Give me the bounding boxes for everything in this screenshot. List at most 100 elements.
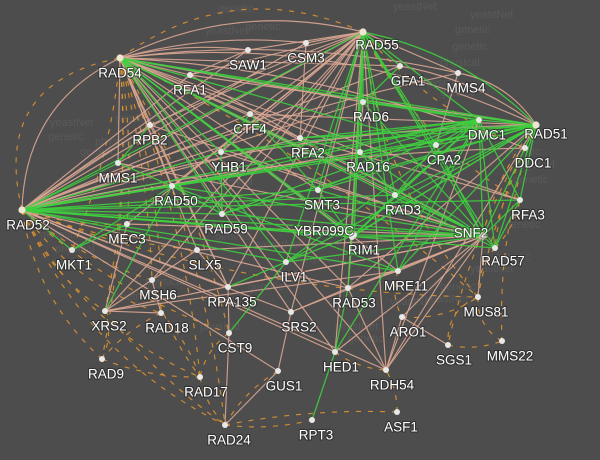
edge-coexpression <box>435 119 480 146</box>
edge-physical <box>221 31 364 215</box>
graph-node-ctf4[interactable] <box>247 111 253 117</box>
edge-physical <box>21 113 251 211</box>
edge-coexpression <box>119 57 287 263</box>
graph-node-rad57[interactable] <box>492 245 498 251</box>
graph-node-mms1[interactable] <box>115 160 121 166</box>
graph-node-rad6[interactable] <box>360 99 366 105</box>
graph-node-hed1[interactable] <box>332 349 338 355</box>
edge-coexpression <box>359 151 484 237</box>
edge-coexpression <box>311 351 336 421</box>
graph-node-rad18[interactable] <box>158 310 164 316</box>
edge-physical <box>104 31 364 312</box>
graph-node-saw1[interactable] <box>245 47 251 53</box>
graph-node-label-rad59: RAD59 <box>204 222 248 237</box>
edge-physical <box>224 370 279 426</box>
graph-node-label-csm3: CSM3 <box>287 51 325 66</box>
graph-node-snf2[interactable] <box>479 232 487 240</box>
graph-node-ddc1[interactable] <box>522 145 528 151</box>
graph-node-cst9[interactable] <box>226 330 232 336</box>
graph-node-rad16[interactable] <box>357 149 363 155</box>
edge-coexpression <box>353 31 364 236</box>
graph-node-label-xrs2: XRS2 <box>91 319 126 334</box>
graph-node-rad50[interactable] <box>169 183 175 189</box>
node-layer[interactable] <box>18 28 540 428</box>
edge-genetic <box>160 312 201 378</box>
edge-genetic <box>21 209 162 314</box>
graph-node-rad17[interactable] <box>197 374 203 380</box>
graph-node-label-ybr099c: YBR099C <box>294 224 354 239</box>
graph-node-sgs1[interactable] <box>445 342 451 348</box>
graph-node-mms22[interactable] <box>499 338 505 344</box>
graph-node-dmc1[interactable] <box>476 117 482 123</box>
watermark-text: genetic <box>348 333 384 345</box>
graph-node-rad9[interactable] <box>99 356 105 362</box>
graph-node-mms4[interactable] <box>455 70 461 76</box>
edge-layer <box>15 8 537 428</box>
graph-node-srs2[interactable] <box>288 309 294 315</box>
graph-node-label-rad3: RAD3 <box>385 203 421 218</box>
graph-node-asf1[interactable] <box>394 409 400 415</box>
graph-node-rim1[interactable] <box>349 234 355 240</box>
graph-node-rad3[interactable] <box>392 192 398 198</box>
graph-node-rad53[interactable] <box>345 285 351 291</box>
graph-node-mus81[interactable] <box>475 294 481 300</box>
graph-node-rpb2[interactable] <box>147 122 153 128</box>
graph-node-aro1[interactable] <box>399 314 405 320</box>
graph-node-label-dmc1: DMC1 <box>468 128 506 143</box>
graph-node-rfa1[interactable] <box>187 72 193 78</box>
edge-coexpression <box>171 119 480 187</box>
graph-node-rpt3[interactable] <box>309 417 315 423</box>
edge-coexpression <box>362 31 537 126</box>
edge-physical <box>149 124 484 237</box>
edge-genetic <box>224 410 398 426</box>
graph-node-rad55[interactable] <box>359 28 367 36</box>
edge-physical <box>21 124 151 211</box>
edge-physical <box>119 57 292 313</box>
edge-physical <box>399 65 537 126</box>
graph-node-smt3[interactable] <box>315 187 321 193</box>
graph-node-rad51[interactable] <box>532 121 540 129</box>
edge-coexpression <box>21 199 521 211</box>
graph-node-rpa135[interactable] <box>225 284 231 290</box>
edge-coexpression <box>285 235 484 263</box>
graph-node-rfa3[interactable] <box>517 197 523 203</box>
edge-coexpression <box>359 119 480 153</box>
graph-node-rad59[interactable] <box>219 211 225 217</box>
graph-node-gfa1[interactable] <box>397 63 403 69</box>
graph-node-label-rfa3: RFA3 <box>511 208 545 223</box>
graph-node-mec3[interactable] <box>124 221 130 227</box>
graph-node-label-sgs1: SGS1 <box>436 353 472 368</box>
edge-genetic <box>447 124 537 346</box>
graph-node-label-aro1: ARO1 <box>390 325 427 340</box>
edge-coexpression <box>494 124 537 249</box>
graph-node-label-hed1: HED1 <box>323 360 359 375</box>
graph-node-slx5[interactable] <box>194 247 200 253</box>
watermark-text: yeastNet <box>393 1 436 13</box>
graph-node-rad24[interactable] <box>222 422 228 428</box>
graph-node-rad54[interactable] <box>116 54 124 62</box>
graph-node-msh6[interactable] <box>149 277 155 283</box>
edge-coexpression <box>21 209 287 263</box>
edge-physical <box>119 57 198 251</box>
graph-node-mkt1[interactable] <box>69 247 75 253</box>
watermark-text: genetic <box>245 21 281 33</box>
graph-node-gus1[interactable] <box>275 368 281 374</box>
graph-node-ilv1[interactable] <box>283 259 289 265</box>
edge-physical <box>21 57 121 211</box>
graph-node-rfa2[interactable] <box>297 135 303 141</box>
graph-node-csm3[interactable] <box>303 40 309 46</box>
edge-coexpression <box>394 124 537 196</box>
edge-coexpression <box>317 189 353 238</box>
graph-node-mre11[interactable] <box>395 268 401 274</box>
graph-node-rdh54[interactable] <box>383 367 389 373</box>
edge-genetic <box>224 370 279 426</box>
edge-physical <box>299 31 364 139</box>
edge-genetic <box>21 209 226 426</box>
graph-node-rad52[interactable] <box>18 206 26 214</box>
graph-node-xrs2[interactable] <box>102 308 108 314</box>
graph-node-yhb1[interactable] <box>218 149 224 155</box>
graph-node-label-rfa1: RFA1 <box>173 83 207 98</box>
graph-node-cpa2[interactable] <box>433 142 439 148</box>
